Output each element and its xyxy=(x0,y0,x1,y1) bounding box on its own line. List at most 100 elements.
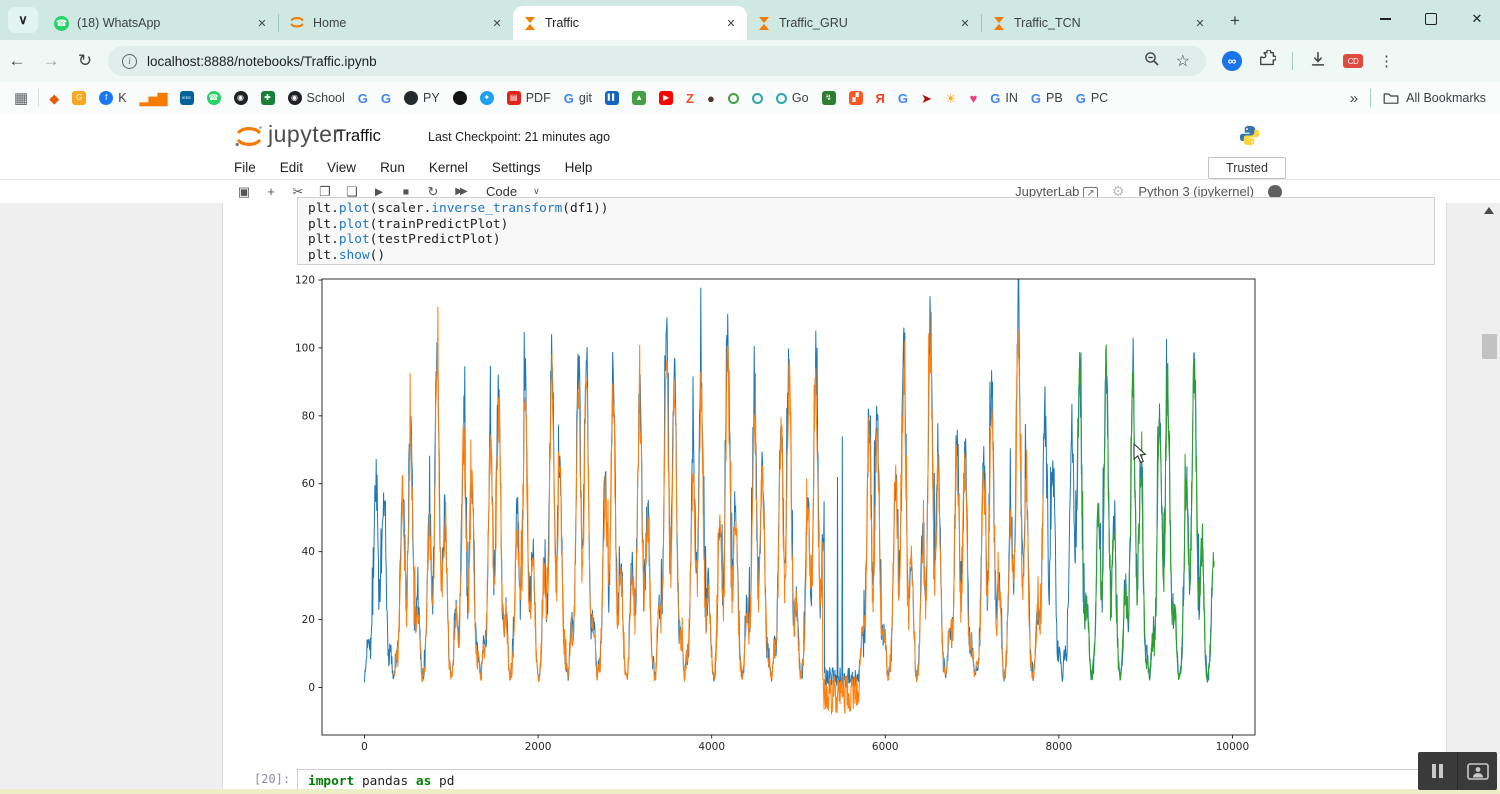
browser-tab-traffic[interactable]: Traffic✕ xyxy=(513,6,747,40)
screen: ∨ ☎(18) WhatsApp✕Home✕Traffic✕Traffic_GR… xyxy=(0,0,1500,794)
window-minimize-button[interactable] xyxy=(1362,0,1408,38)
minimize-icon xyxy=(1380,18,1391,20)
bookmark-item[interactable] xyxy=(752,93,763,104)
window-maximize-button[interactable] xyxy=(1408,0,1454,38)
tab-close-icon[interactable]: ✕ xyxy=(957,15,973,31)
reload-button[interactable]: ↻ xyxy=(68,51,102,71)
tab-close-icon[interactable]: ✕ xyxy=(1192,15,1208,31)
menu-help[interactable]: Help xyxy=(553,160,605,175)
trusted-button[interactable]: Trusted xyxy=(1208,157,1286,179)
menu-file[interactable]: File xyxy=(234,160,268,175)
bookmark-label: Go xyxy=(792,91,809,105)
bookmark-item-in[interactable]: GIN xyxy=(990,91,1018,105)
bookmark-item[interactable]: Я xyxy=(876,92,885,105)
menu-edit[interactable]: Edit xyxy=(268,160,315,175)
bookmark-item[interactable] xyxy=(453,91,467,105)
bookmark-item[interactable]: ↯ xyxy=(822,91,836,105)
bookmark-item[interactable]: IEEE xyxy=(180,91,194,105)
close-icon: ✕ xyxy=(1472,11,1483,27)
bookmark-item-pb[interactable]: G PB xyxy=(1031,91,1063,105)
notebook-title[interactable]: Traffic xyxy=(336,127,381,146)
bookmark-item[interactable] xyxy=(728,93,739,104)
menu-settings[interactable]: Settings xyxy=(480,160,553,175)
address-bar[interactable]: i localhost:8888/notebooks/Traffic.ipynb… xyxy=(108,46,1206,76)
back-button[interactable]: ← xyxy=(0,51,34,71)
bookmark-item[interactable]: G xyxy=(381,92,391,105)
bookmark-item[interactable]: ☀ xyxy=(945,92,957,105)
forward-button[interactable]: → xyxy=(34,51,68,71)
code-cell-input[interactable]: plt.plot(scaler.inverse_transform(df1))p… xyxy=(297,197,1435,265)
bookmark-item[interactable]: Z xyxy=(686,92,694,105)
bookmarks-overflow-chevron[interactable]: » xyxy=(1350,90,1358,107)
code-token: plot xyxy=(339,232,370,247)
bookmark-item[interactable]: ▲ xyxy=(632,91,646,105)
red-extension-icon[interactable]: CD xyxy=(1343,54,1363,68)
bookmark-item[interactable]: ▞ xyxy=(849,91,863,105)
infinity-extension-icon[interactable]: ∞ xyxy=(1222,51,1242,71)
x-tick-label: 10000 xyxy=(1216,741,1249,753)
bookmark-item[interactable]: G xyxy=(72,91,86,105)
tab-close-icon[interactable]: ✕ xyxy=(254,15,270,31)
code-editor[interactable]: plt.plot(scaler.inverse_transform(df1))p… xyxy=(298,198,1434,263)
recorder-camera-button[interactable] xyxy=(1457,752,1497,790)
tab-search-button[interactable]: ∨ xyxy=(8,7,38,33)
code-editor[interactable]: import pandas as pd xyxy=(298,770,1434,790)
bookmark-item-k[interactable]: fK xyxy=(99,91,126,105)
browser-tab-traffic-gru[interactable]: Traffic_GRU✕ xyxy=(747,6,981,40)
bookmark-favicon xyxy=(453,91,467,105)
bookmark-label: PB xyxy=(1046,91,1063,105)
bookmark-item[interactable]: ◉ xyxy=(234,91,248,105)
bookmark-item[interactable]: ▌▌ xyxy=(605,91,619,105)
bookmark-item[interactable]: ● xyxy=(707,92,715,105)
apps-grid-icon[interactable]: ▦ xyxy=(14,89,28,107)
scrollbar-up-arrow[interactable] xyxy=(1484,207,1494,214)
url-text[interactable]: localhost:8888/notebooks/Traffic.ipynb xyxy=(147,54,1144,69)
bookmark-item[interactable]: G xyxy=(358,92,368,105)
bookmark-item[interactable]: ◆ xyxy=(49,92,59,105)
bookmark-label: PDF xyxy=(526,91,551,105)
menu-run[interactable]: Run xyxy=(368,160,417,175)
bookmark-item-pc[interactable]: GPC xyxy=(1076,91,1109,105)
scrollbar-thumb[interactable] xyxy=(1482,334,1497,359)
bookmarks-right: » All Bookmarks xyxy=(1350,89,1486,107)
extensions-puzzle-icon[interactable] xyxy=(1258,50,1276,73)
browser-tab-strip: ∨ ☎(18) WhatsApp✕Home✕Traffic✕Traffic_GR… xyxy=(0,0,1500,40)
window-close-button[interactable]: ✕ xyxy=(1454,0,1500,38)
downloads-icon[interactable] xyxy=(1309,50,1327,73)
browser-tab--18-whatsapp[interactable]: ☎(18) WhatsApp✕ xyxy=(44,6,278,40)
tab-close-icon[interactable]: ✕ xyxy=(723,15,739,31)
bookmark-item[interactable]: G xyxy=(898,92,908,105)
bookmark-item-pdf[interactable]: ▤PDF xyxy=(507,91,551,105)
bookmark-item-school[interactable]: ◉School xyxy=(288,91,345,105)
zoom-icon[interactable] xyxy=(1144,51,1160,72)
bookmark-item[interactable]: ♥ xyxy=(970,92,978,105)
all-bookmarks-button[interactable]: All Bookmarks xyxy=(1383,91,1486,105)
browser-tab-traffic-tcn[interactable]: Traffic_TCN✕ xyxy=(982,6,1216,40)
bookmark-favicon: ◉ xyxy=(234,91,248,105)
bookmark-item-go[interactable]: Go xyxy=(776,91,809,105)
browser-tab-home[interactable]: Home✕ xyxy=(279,6,513,40)
menu-view[interactable]: View xyxy=(315,160,368,175)
bookmark-item-git[interactable]: Ggit xyxy=(564,91,592,105)
menu-kernel[interactable]: Kernel xyxy=(417,160,480,175)
bookmark-item[interactable]: ▶ xyxy=(659,91,673,105)
bookmark-item[interactable]: ▂▅▇ xyxy=(140,92,167,105)
window-controls: ✕ xyxy=(1362,0,1500,38)
bookmark-item[interactable]: ➤ xyxy=(921,92,932,105)
save-button[interactable]: ▣ xyxy=(232,182,256,202)
bookmark-item[interactable]: ✦ xyxy=(480,91,494,105)
bookmark-item-py[interactable]: PY xyxy=(404,91,440,105)
browser-menu-icon[interactable]: ⋮ xyxy=(1379,52,1394,70)
bookmark-item[interactable]: ✚ xyxy=(261,91,275,105)
new-tab-button[interactable]: + xyxy=(1222,8,1248,34)
bookmark-item[interactable]: ☎ xyxy=(207,91,221,105)
tab-close-icon[interactable]: ✕ xyxy=(489,15,505,31)
insert-cell-below-button[interactable]: + xyxy=(259,182,283,202)
y-tick-label: 60 xyxy=(302,478,315,490)
jupyter-logo-icon[interactable] xyxy=(234,122,264,155)
bookmark-favicon: G xyxy=(1031,92,1041,105)
bookmark-star-icon[interactable]: ☆ xyxy=(1176,51,1190,71)
page-info-icon[interactable]: i xyxy=(122,54,137,69)
recorder-pause-button[interactable] xyxy=(1418,752,1457,790)
x-tick-label: 0 xyxy=(361,741,368,753)
